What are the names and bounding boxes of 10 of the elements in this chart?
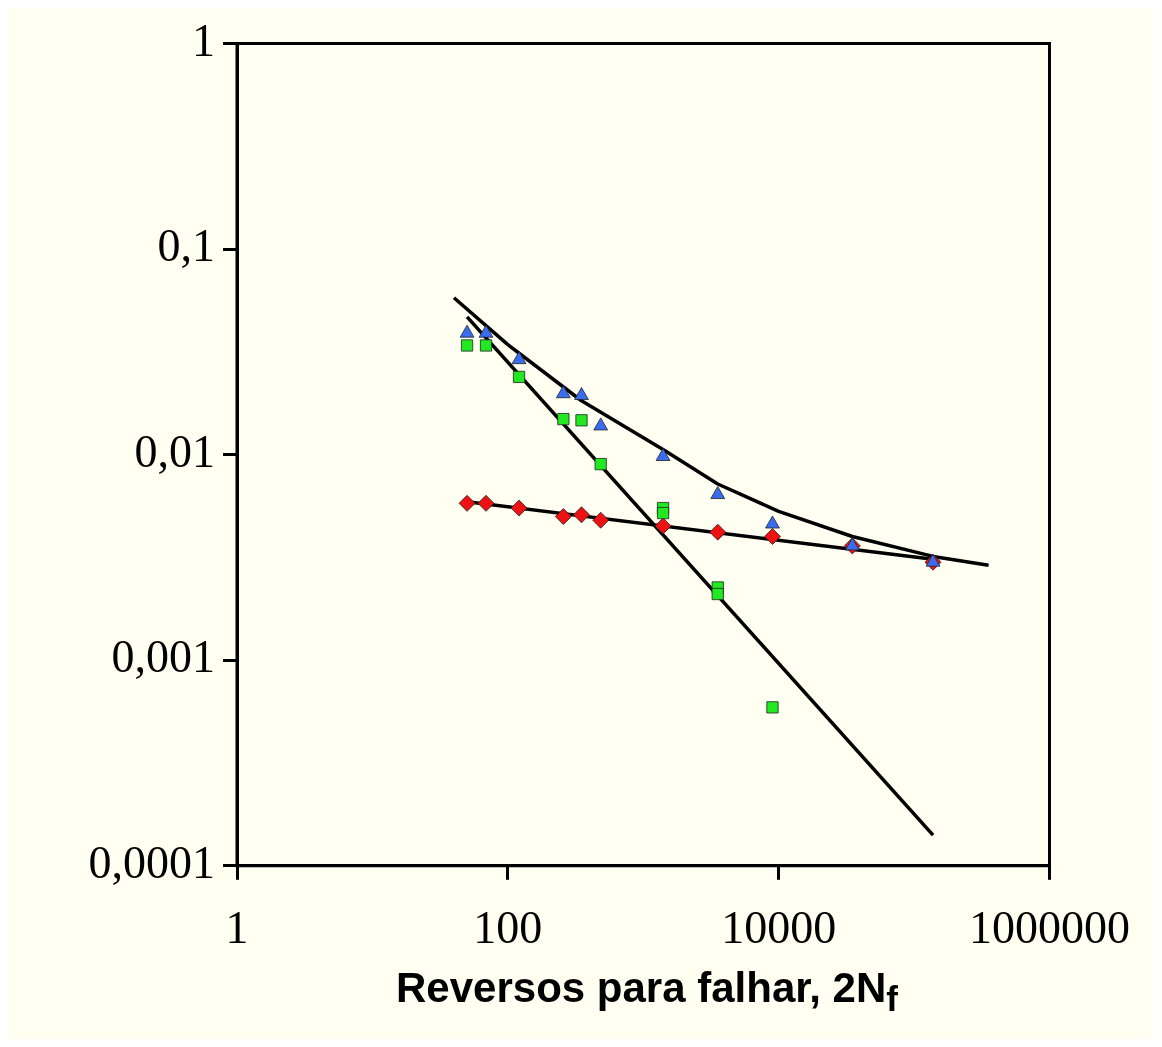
y-tick-label: 0,001	[111, 631, 215, 683]
y-tick-label: 0,1	[157, 220, 215, 272]
y-tick-label: 1	[192, 14, 215, 66]
x-tick-label: 100	[473, 902, 543, 954]
y-tick-label: 0,0001	[88, 836, 215, 888]
x-tick-label: 1000000	[969, 902, 1130, 954]
y-tick-label: 0,01	[134, 425, 215, 477]
x-tick-label: 1	[225, 902, 249, 954]
x-axis-title: Reversos para falhar, 2N$_{f}$	[395, 963, 899, 1021]
x-tick-label: 10000	[721, 902, 837, 954]
